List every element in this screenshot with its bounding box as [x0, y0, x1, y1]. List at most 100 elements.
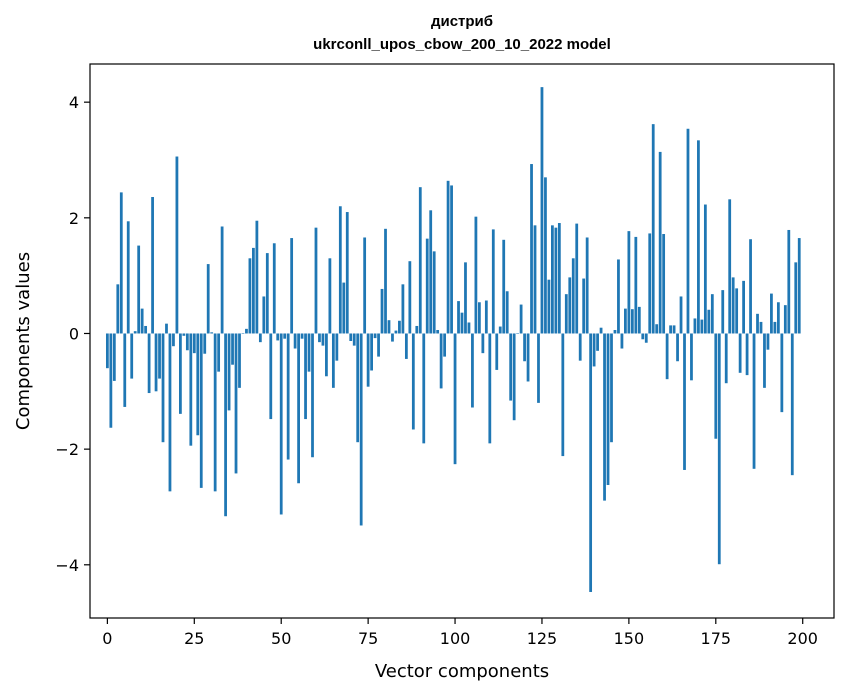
- bar-5: [123, 333, 127, 407]
- bar-122: [530, 164, 533, 334]
- bar-85: [401, 284, 405, 334]
- bar-52: [286, 333, 290, 460]
- bar-61: [318, 333, 321, 343]
- x-tick-label: 75: [358, 629, 378, 648]
- bar-6: [126, 221, 130, 334]
- bars-layer: [105, 87, 801, 592]
- bar-134: [571, 258, 575, 334]
- bar-21: [179, 333, 182, 414]
- bar-12: [147, 333, 151, 394]
- bar-191: [770, 293, 773, 334]
- bar-102: [460, 312, 464, 334]
- bar-127: [547, 279, 551, 334]
- bar-158: [655, 324, 659, 334]
- bar-66: [335, 333, 339, 361]
- bar-197: [790, 333, 794, 476]
- bar-71: [352, 333, 356, 346]
- bar-84: [398, 320, 401, 334]
- x-tick-label: 175: [701, 629, 732, 648]
- bar-111: [491, 229, 495, 334]
- bar-149: [624, 308, 627, 334]
- bar-185: [749, 239, 752, 334]
- bar-18: [168, 333, 172, 492]
- x-tick-label: 0: [102, 629, 112, 648]
- bar-65: [331, 333, 335, 388]
- bar-77: [373, 333, 377, 339]
- bar-41: [248, 258, 252, 334]
- bar-28: [203, 333, 207, 354]
- bar-69: [345, 212, 349, 334]
- bar-94: [432, 251, 436, 334]
- bar-82: [391, 333, 394, 342]
- bar-156: [648, 233, 652, 334]
- bar-171: [700, 319, 704, 334]
- x-tick-label: 200: [787, 629, 818, 648]
- plot-area-frame: [89, 63, 835, 619]
- bar-169: [693, 318, 697, 334]
- bar-117: [512, 333, 516, 421]
- bar-90: [418, 187, 422, 334]
- bar-193: [776, 302, 780, 334]
- bar-23: [185, 333, 189, 351]
- bar-132: [564, 294, 568, 334]
- bar-50: [279, 333, 283, 515]
- bar-37: [234, 333, 238, 474]
- bar-63: [325, 333, 328, 377]
- bar-124: [537, 333, 540, 403]
- bar-56: [300, 333, 304, 339]
- bar-152: [634, 236, 638, 334]
- y-tick-label: 0: [69, 324, 79, 343]
- bar-128: [551, 225, 554, 334]
- bar-114: [502, 239, 506, 334]
- bar-78: [377, 333, 380, 357]
- bar-138: [585, 237, 589, 334]
- bar-91: [422, 333, 426, 444]
- bar-108: [481, 333, 485, 354]
- bar-59: [311, 333, 314, 458]
- bar-190: [766, 333, 770, 350]
- bar-73: [359, 333, 363, 526]
- bar-163: [672, 325, 676, 334]
- bar-97: [443, 333, 447, 357]
- bar-120: [523, 333, 526, 362]
- x-tick-label: 50: [271, 629, 291, 648]
- bar-159: [658, 151, 662, 334]
- bar-70: [349, 333, 353, 341]
- bar-44: [258, 333, 262, 343]
- bar-142: [599, 327, 603, 334]
- bar-53: [290, 238, 294, 334]
- bar-177: [721, 290, 725, 334]
- bar-9: [137, 245, 141, 334]
- bar-189: [763, 333, 766, 388]
- bar-83: [394, 330, 398, 334]
- bar-4: [119, 192, 123, 334]
- bar-47: [269, 333, 273, 420]
- bar-123: [533, 225, 537, 334]
- bar-24: [189, 333, 193, 446]
- bar-54: [293, 333, 297, 349]
- bar-67: [338, 206, 342, 334]
- bar-26: [196, 333, 200, 436]
- bar-14: [154, 333, 158, 392]
- bar-125: [540, 87, 544, 334]
- bar-64: [328, 258, 332, 334]
- bar-178: [724, 333, 728, 384]
- chart-title-line2: ukrconll_upos_cbow_200_10_2022 model: [313, 36, 611, 53]
- bar-40: [245, 328, 248, 334]
- bar-92: [425, 238, 429, 334]
- bar-11: [144, 325, 148, 334]
- bar-192: [773, 321, 777, 334]
- bar-35: [227, 333, 231, 411]
- bar-137: [582, 278, 586, 334]
- bar-68: [342, 282, 346, 334]
- bar-174: [710, 294, 714, 334]
- bar-161: [665, 333, 669, 380]
- bar-42: [252, 247, 255, 334]
- bar-31: [213, 333, 217, 492]
- x-tick-label: 125: [527, 629, 558, 648]
- x-tick-label: 25: [184, 629, 204, 648]
- bar-43: [255, 220, 259, 334]
- x-axis-label: Vector components: [375, 661, 549, 682]
